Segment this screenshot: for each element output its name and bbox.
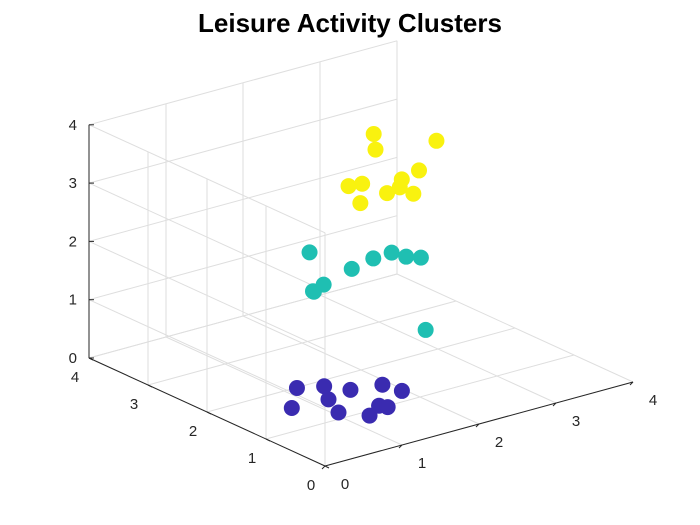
z-tick-label: 1 [69, 292, 77, 309]
x-tick-label: 3 [572, 413, 580, 430]
cluster-1-point [379, 399, 396, 416]
z-tick-label: 0 [69, 350, 77, 367]
cluster-3-point [354, 175, 371, 192]
cluster-1-point [361, 407, 378, 424]
y-tick-mark [147, 384, 153, 388]
cluster-1-point [283, 400, 300, 417]
y-tick-label: 2 [189, 423, 197, 440]
grid-line-back-z [88, 273, 398, 359]
cluster-3-point [365, 125, 382, 142]
y-tick-mark [265, 438, 271, 442]
z-tick-label: 4 [69, 117, 77, 134]
x-tick-label: 0 [341, 476, 349, 493]
cluster-3-point [367, 141, 384, 158]
x-tick-mark [398, 444, 403, 449]
x-tick-mark [321, 465, 326, 470]
grid-line-floor-y [265, 354, 575, 440]
x-tick-label: 2 [495, 434, 503, 451]
cluster-2-point [398, 248, 415, 265]
cluster-1-point [342, 381, 359, 398]
grid-line-floor-y [147, 300, 457, 386]
cluster-3-point [405, 185, 422, 202]
y-tick-label: 4 [71, 369, 79, 386]
axes-grid [88, 40, 634, 467]
cluster-1-point [393, 382, 410, 399]
y-tick-mark [206, 411, 212, 415]
grid-line-back-z [88, 40, 398, 126]
grid-line-floor-y [206, 327, 516, 413]
cluster-1-point [320, 391, 337, 408]
cluster-3-point [393, 171, 410, 188]
grid-line-back-z [88, 98, 398, 184]
axes-tick-labels: 0 1 2 3 4 0 1 2 3 4 0 1 2 3 4 [69, 117, 658, 494]
grid-line-side-z [88, 182, 326, 292]
y-tick-label: 0 [307, 477, 315, 494]
cluster-1-point [374, 376, 391, 393]
grid-line-side-z [88, 299, 326, 409]
cluster-1-point [288, 379, 305, 396]
x-tick-mark [629, 381, 634, 386]
cluster-3-point [411, 162, 427, 179]
z-tick-label: 3 [69, 175, 77, 192]
cluster-3-point [379, 185, 396, 202]
chart-title: Leisure Activity Clusters [198, 8, 502, 38]
cluster-2-point [412, 249, 429, 266]
cluster-2-point [315, 276, 332, 293]
y-tick-label: 1 [248, 450, 256, 467]
data-points [283, 125, 445, 424]
cluster-2-point [417, 321, 434, 338]
cluster-2-point [343, 260, 360, 277]
cluster-2-point [301, 244, 318, 261]
grid-line-side-z [88, 124, 326, 234]
cluster-2-point [383, 244, 400, 261]
cluster-3-point [352, 195, 369, 212]
cluster-3-point [428, 132, 445, 149]
x-tick-mark [475, 423, 480, 428]
cluster-1-point [316, 378, 333, 395]
y-tick-label: 3 [130, 396, 138, 413]
y-tick-mark [324, 465, 330, 469]
cluster-1-point [330, 404, 347, 421]
grid-line-back-z [88, 215, 398, 301]
axes-lines [88, 124, 634, 470]
x-tick-label: 1 [418, 455, 426, 472]
grid-line-side-z [88, 240, 326, 350]
grid-line-back-z [88, 156, 398, 242]
x-tick-label: 4 [649, 392, 657, 409]
cluster-2-point [365, 250, 382, 267]
z-tick-label: 2 [69, 233, 77, 250]
x-tick-mark [552, 402, 557, 407]
cluster-3-point [340, 178, 357, 195]
